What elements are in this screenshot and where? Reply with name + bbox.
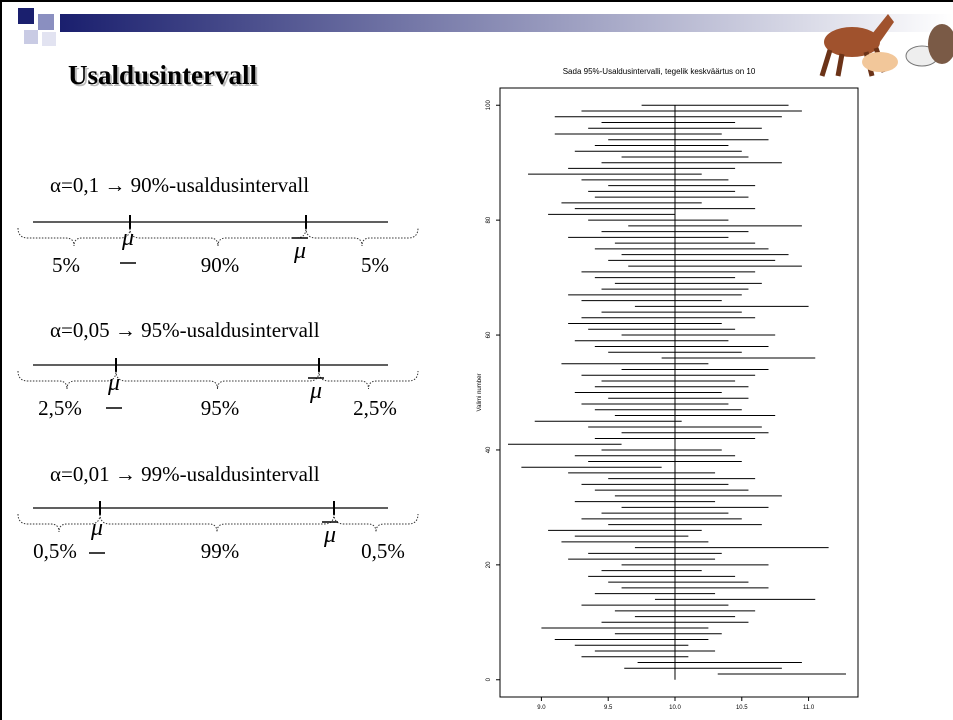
upper-bound: μ: [323, 522, 336, 548]
percent-label: 2,5%: [353, 396, 397, 420]
alpha-heading: α=0,1 → 90%-usaldusintervall: [50, 173, 309, 197]
deco-square: [42, 32, 56, 46]
percent-label: 95%: [201, 396, 240, 420]
deco-square: [38, 14, 54, 30]
percent-label: 0,5%: [361, 539, 405, 563]
percent-label: 0,5%: [33, 539, 77, 563]
y-tick-label: 100: [486, 100, 492, 111]
alpha-heading: α=0,01 → 99%-usaldusintervall: [50, 462, 320, 486]
y-tick-label: 40: [486, 446, 492, 453]
lower-bound: μ: [90, 515, 103, 541]
x-tick-label: 10.0: [669, 705, 681, 711]
upper-bound: μ: [309, 378, 322, 404]
percent-label: 2,5%: [38, 396, 82, 420]
percent-label: 5%: [52, 253, 80, 277]
percent-label: 99%: [201, 539, 240, 563]
upper-bound: μ: [293, 238, 306, 264]
x-tick-label: 11.0: [803, 705, 815, 711]
x-tick-label: 9.5: [604, 705, 613, 711]
background: [0, 0, 953, 720]
header-bar: [60, 14, 953, 32]
deco-square: [18, 8, 34, 24]
alpha-heading: α=0,05 → 95%-usaldusintervall: [50, 318, 320, 342]
y-axis-label: Valimi number: [477, 374, 483, 412]
x-tick-label: 10.5: [736, 705, 748, 711]
chart-title: Sada 95%-Usaldusintervalli, tegelik kesk…: [563, 67, 756, 76]
lower-bound: μ: [107, 370, 120, 396]
y-tick-label: 80: [486, 216, 492, 223]
slide: Usaldusintervall Usaldusintervall α=0,1 …: [0, 0, 953, 720]
percent-label: 90%: [201, 253, 240, 277]
deco-square: [24, 30, 38, 44]
percent-label: 5%: [361, 253, 389, 277]
slide-title: Usaldusintervall: [68, 60, 258, 90]
lower-bound: μ: [121, 225, 134, 251]
y-tick-label: 60: [486, 331, 492, 338]
y-tick-label: 20: [486, 561, 492, 568]
x-tick-label: 9.0: [537, 705, 546, 711]
